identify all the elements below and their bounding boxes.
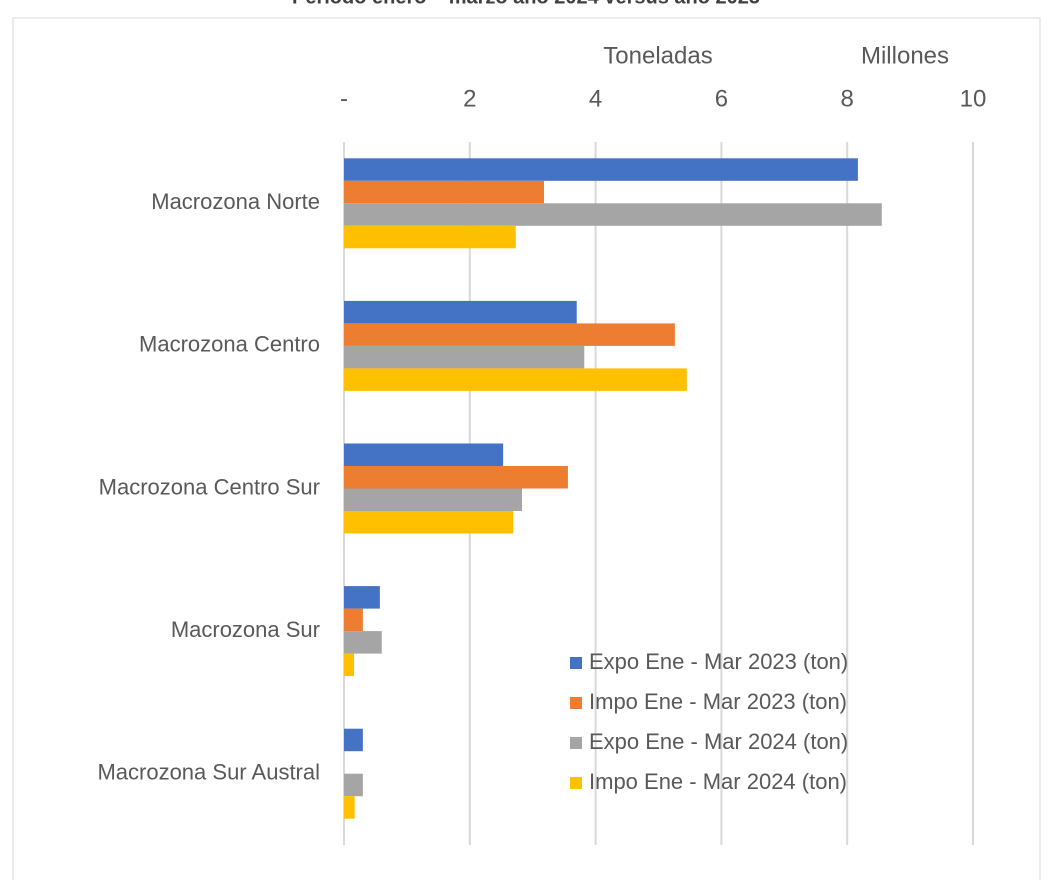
legend-swatch <box>570 697 582 709</box>
x-tick-label: 6 <box>715 85 728 112</box>
bar <box>344 653 355 677</box>
bar <box>344 203 882 226</box>
x-tick-label: 8 <box>841 85 854 112</box>
bar <box>344 796 355 819</box>
y-tick-label: Macrozona Sur Austral <box>97 760 320 785</box>
legend-label: Expo Ene - Mar 2024 (ton) <box>589 729 848 754</box>
legend-swatch <box>570 657 582 669</box>
bar <box>344 443 504 466</box>
x-tick-label: 2 <box>463 85 476 112</box>
legend-swatch <box>570 737 582 749</box>
bar <box>344 631 382 654</box>
bar <box>344 345 585 369</box>
y-tick-label: Macrozona Sur <box>171 617 320 642</box>
chart-title: Período enero – marzo año 2024 versus añ… <box>292 0 760 8</box>
bar <box>344 608 363 632</box>
bar <box>344 728 363 752</box>
y-tick-label: Macrozona Centro <box>139 332 320 357</box>
bar <box>344 300 577 324</box>
legend-label: Impo Ene - Mar 2024 (ton) <box>589 769 847 794</box>
chart-frame <box>12 17 1041 880</box>
axis-unit: Millones <box>861 42 949 69</box>
bar <box>344 773 363 797</box>
legend-swatch <box>570 777 582 789</box>
bar <box>344 158 858 181</box>
axis-unit: Toneladas <box>603 42 712 69</box>
x-tick-label: 10 <box>960 85 987 112</box>
y-tick-label: Macrozona Norte <box>151 189 320 214</box>
bar <box>344 368 687 391</box>
x-tick-label: - <box>340 85 348 112</box>
bar <box>344 180 545 204</box>
bar <box>344 323 675 346</box>
x-tick-label: 4 <box>589 85 602 112</box>
y-tick-label: Macrozona Centro Sur <box>99 474 320 499</box>
legend-label: Expo Ene - Mar 2023 (ton) <box>589 649 848 674</box>
legend-label: Impo Ene - Mar 2023 (ton) <box>589 689 847 714</box>
bar <box>344 466 568 489</box>
bar <box>344 586 380 609</box>
bar <box>344 511 514 534</box>
bar <box>344 225 516 249</box>
bar <box>344 488 523 511</box>
